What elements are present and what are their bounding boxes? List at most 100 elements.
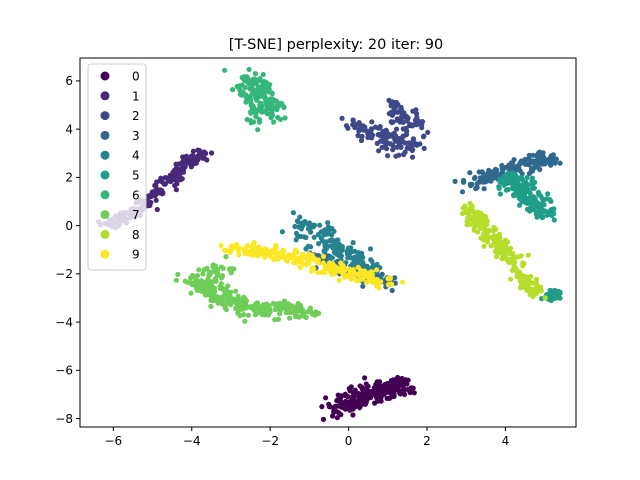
- data-point: [331, 408, 337, 414]
- legend-label: 3: [132, 129, 140, 143]
- data-point: [382, 381, 388, 388]
- data-point: [404, 128, 410, 135]
- data-point: [210, 290, 217, 296]
- data-point: [188, 275, 194, 281]
- data-point: [208, 303, 214, 309]
- data-point: [200, 271, 206, 277]
- data-point: [516, 192, 522, 198]
- data-point: [268, 115, 274, 121]
- data-point: [502, 246, 508, 252]
- data-point: [421, 133, 427, 139]
- data-point: [262, 254, 268, 260]
- data-point: [219, 273, 226, 279]
- data-point: [393, 126, 400, 132]
- data-point: [226, 266, 232, 272]
- data-point: [174, 181, 180, 187]
- chart-title: [T-SNE] perplexity: 20 iter: 90: [229, 37, 444, 53]
- data-point: [279, 229, 285, 235]
- data-point: [243, 250, 249, 256]
- data-point: [245, 312, 252, 318]
- data-point: [492, 170, 498, 176]
- data-point: [515, 175, 521, 181]
- data-point: [473, 185, 480, 191]
- legend-marker: [100, 170, 110, 180]
- data-point: [551, 217, 557, 223]
- data-point: [202, 292, 208, 298]
- data-point: [360, 283, 366, 289]
- x-tick-label: 2: [423, 434, 431, 448]
- data-point: [508, 180, 514, 186]
- data-point: [358, 395, 364, 401]
- data-point: [336, 277, 342, 283]
- data-point: [318, 235, 324, 241]
- data-point: [516, 184, 522, 190]
- data-point: [275, 114, 281, 121]
- data-point: [281, 104, 287, 111]
- data-point: [315, 232, 321, 238]
- data-point: [350, 117, 356, 123]
- series-7: [173, 254, 322, 324]
- y-tick-label: 0: [65, 219, 73, 233]
- data-point: [297, 214, 303, 220]
- data-point: [509, 267, 515, 274]
- data-point: [345, 245, 352, 251]
- data-point: [388, 103, 394, 109]
- legend-marker: [100, 249, 110, 259]
- data-point: [524, 282, 530, 288]
- data-point: [172, 172, 178, 178]
- data-point: [389, 281, 395, 287]
- data-point: [211, 285, 217, 291]
- data-point: [351, 399, 358, 405]
- data-point: [345, 255, 351, 261]
- data-point: [484, 235, 490, 241]
- data-point: [368, 269, 374, 275]
- data-point: [287, 315, 293, 321]
- data-point: [252, 307, 258, 313]
- data-point: [498, 171, 504, 177]
- data-point: [153, 197, 159, 203]
- data-point: [159, 179, 165, 185]
- data-point: [544, 196, 550, 202]
- data-point: [196, 267, 202, 273]
- data-point: [364, 263, 370, 269]
- data-point: [542, 208, 548, 214]
- data-point: [492, 248, 498, 254]
- data-point: [421, 145, 427, 151]
- data-point: [319, 404, 325, 410]
- data-point: [475, 229, 481, 235]
- data-point: [509, 258, 516, 264]
- plot-frame: [79, 57, 577, 428]
- data-point: [223, 307, 229, 313]
- data-point: [296, 224, 302, 230]
- data-point: [353, 278, 359, 284]
- data-point: [539, 161, 545, 167]
- data-point: [323, 395, 329, 401]
- data-point: [179, 176, 185, 182]
- data-point: [557, 160, 563, 166]
- data-point: [258, 246, 264, 253]
- data-point: [377, 385, 383, 391]
- data-point: [469, 203, 475, 209]
- data-point: [362, 272, 368, 278]
- data-point: [397, 389, 403, 395]
- data-point: [462, 203, 468, 209]
- data-point: [358, 402, 364, 408]
- data-point: [482, 213, 488, 220]
- data-point: [486, 167, 492, 173]
- data-point: [541, 202, 547, 208]
- data-point: [341, 269, 347, 275]
- data-point: [368, 132, 374, 138]
- data-point: [258, 101, 264, 107]
- data-point: [303, 246, 309, 252]
- data-point: [261, 108, 267, 115]
- data-point: [356, 126, 362, 132]
- data-point: [345, 393, 351, 400]
- data-point: [286, 252, 292, 258]
- data-point: [254, 90, 260, 96]
- data-point: [496, 184, 502, 190]
- data-point: [529, 177, 535, 183]
- data-point: [209, 150, 215, 156]
- data-point: [227, 249, 233, 255]
- data-point: [242, 85, 248, 91]
